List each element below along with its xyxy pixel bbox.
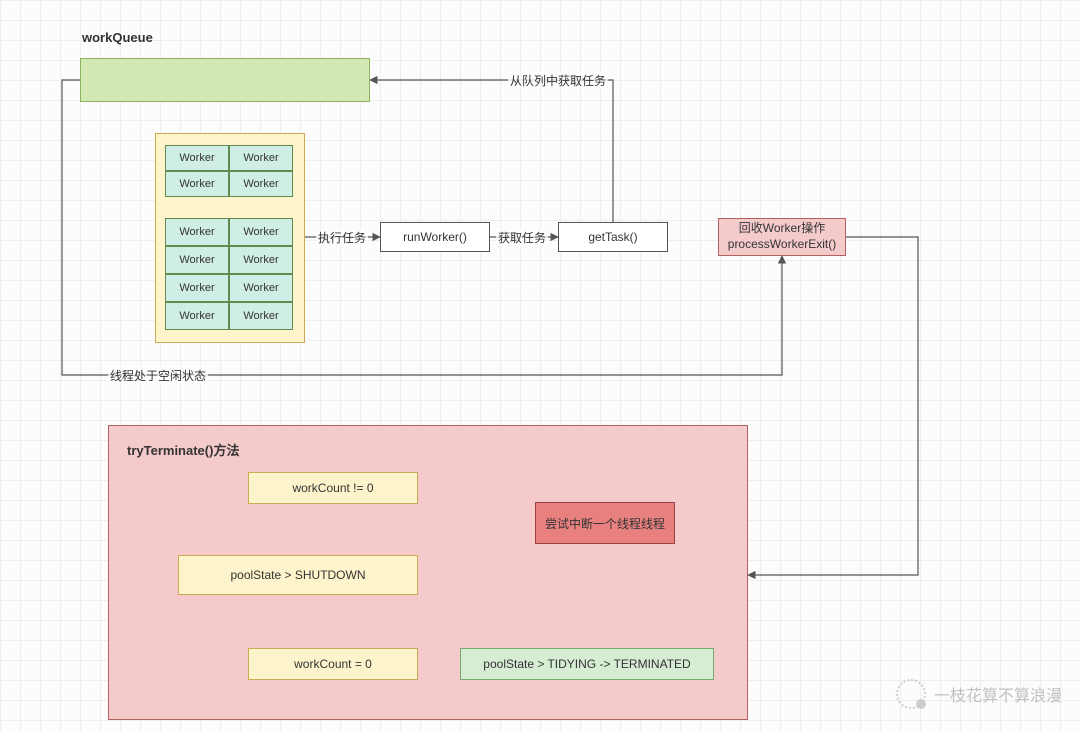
poolstate-shutdown-label: poolState > SHUTDOWN [230,568,365,582]
worker-cell: Worker [229,274,293,302]
runworker-box: runWorker() [380,222,490,252]
edge-label-fetchtask: 获取任务 [496,229,548,246]
worker-cell: Worker [229,302,293,330]
worker-cell: Worker [165,274,229,302]
gettask-label: getTask() [588,230,637,244]
workcount-ne0-box: workCount != 0 [248,472,418,504]
worker-cell: Worker [229,171,293,197]
worker-grid-top: WorkerWorkerWorkerWorker [165,145,293,197]
terminated-box: poolState > TIDYING -> TERMINATED [460,648,714,680]
worker-cell: Worker [229,218,293,246]
interrupt-box: 尝试中断一个线程线程 [535,502,675,544]
processworkerexit-box: 回收Worker操作 processWorkerExit() [718,218,846,256]
edge-label-execute: 执行任务 [316,229,368,246]
processworkerexit-label2: processWorkerExit() [728,237,836,253]
tryterminate-title: tryTerminate()方法 [127,440,239,459]
runworker-label: runWorker() [403,230,467,244]
workqueue-label: workQueue [82,30,153,45]
workqueue-box [80,58,370,102]
interrupt-label: 尝试中断一个线程线程 [545,515,665,532]
edge-label-fromqueue: 从队列中获取任务 [508,72,608,89]
workcount-eq0-label: workCount = 0 [294,657,372,671]
watermark-text: 一枝花算不算浪漫 [934,682,1062,706]
worker-grid-bottom: WorkerWorkerWorkerWorkerWorkerWorkerWork… [165,218,293,330]
worker-cell: Worker [165,171,229,197]
worker-cell: Worker [165,145,229,171]
poolstate-shutdown-box: poolState > SHUTDOWN [178,555,418,595]
workcount-eq0-box: workCount = 0 [248,648,418,680]
worker-cell: Worker [229,246,293,274]
watermark: 一枝花算不算浪漫 [896,679,1062,709]
processworkerexit-label1: 回收Worker操作 [739,221,825,237]
workcount-ne0-label: workCount != 0 [292,481,373,495]
wechat-icon [896,679,926,709]
worker-cell: Worker [165,302,229,330]
terminated-label: poolState > TIDYING -> TERMINATED [483,657,690,671]
worker-cell: Worker [165,246,229,274]
worker-cell: Worker [229,145,293,171]
worker-cell: Worker [165,218,229,246]
edge-label-idle: 线程处于空闲状态 [108,367,208,384]
gettask-box: getTask() [558,222,668,252]
